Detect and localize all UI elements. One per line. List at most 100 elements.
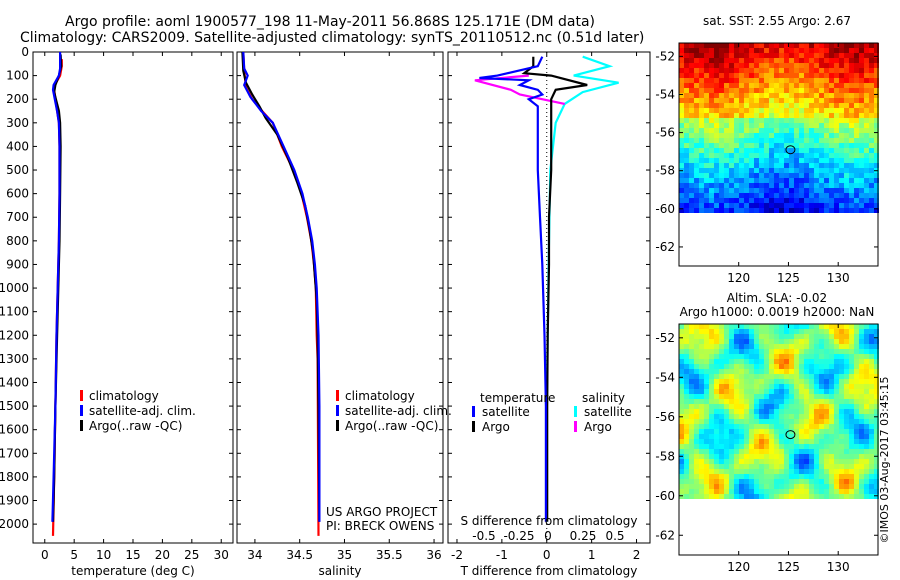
heatmap-cell bbox=[729, 414, 734, 419]
heatmap-cell bbox=[769, 489, 774, 494]
temperature-series-satelliteadjclim bbox=[51, 52, 62, 522]
heatmap-cell bbox=[829, 394, 834, 399]
heatmap-cell bbox=[859, 153, 864, 158]
heatmap-cell bbox=[719, 464, 724, 469]
heatmap-cell bbox=[819, 53, 824, 58]
heatmap-cell bbox=[699, 364, 704, 369]
heatmap-cell bbox=[749, 374, 754, 379]
heatmap-cell bbox=[769, 108, 774, 113]
heatmap-cell bbox=[794, 193, 799, 198]
heatmap-cell bbox=[779, 329, 784, 334]
heatmap-cell bbox=[749, 344, 754, 349]
heatmap-cell bbox=[769, 93, 774, 98]
heatmap-cell bbox=[689, 173, 694, 178]
heatmap-cell bbox=[859, 339, 864, 344]
heatmap-cell bbox=[854, 379, 859, 384]
heatmap-cell bbox=[864, 434, 869, 439]
heatmap-cell bbox=[679, 459, 684, 464]
heatmap-cell bbox=[809, 83, 814, 88]
heatmap-cell bbox=[839, 73, 844, 78]
heatmap-cell bbox=[689, 414, 694, 419]
heatmap-cell bbox=[679, 399, 684, 404]
heatmap-cell bbox=[749, 143, 754, 148]
heatmap-cell bbox=[759, 123, 764, 128]
heatmap-cell bbox=[759, 449, 764, 454]
heatmap-cell bbox=[734, 424, 739, 429]
heatmap-cell bbox=[834, 419, 839, 424]
heatmap-cell bbox=[839, 364, 844, 369]
heatmap-cell bbox=[719, 469, 724, 474]
heatmap-cell bbox=[809, 369, 814, 374]
heatmap-cell bbox=[839, 98, 844, 103]
heatmap-cell bbox=[684, 188, 689, 193]
heatmap-cell bbox=[764, 364, 769, 369]
heatmap-cell bbox=[819, 118, 824, 123]
heatmap-cell bbox=[744, 444, 749, 449]
heatmap-cell bbox=[844, 203, 849, 208]
heatmap-cell bbox=[779, 419, 784, 424]
heatmap-cell bbox=[844, 93, 849, 98]
heatmap-cell bbox=[749, 98, 754, 103]
heatmap-cell bbox=[874, 334, 879, 339]
heatmap-cell bbox=[814, 379, 819, 384]
diff-s-tick-label: 0.25 bbox=[570, 529, 597, 543]
heatmap-cell bbox=[694, 153, 699, 158]
heatmap-cell bbox=[729, 173, 734, 178]
heatmap-cell bbox=[859, 68, 864, 73]
heatmap-cell bbox=[699, 198, 704, 203]
heatmap-cell bbox=[774, 374, 779, 379]
heatmap-cell bbox=[794, 344, 799, 349]
heatmap-cell bbox=[774, 68, 779, 73]
heatmap-cell bbox=[724, 404, 729, 409]
heatmap-cell bbox=[694, 409, 699, 414]
heatmap-cell bbox=[704, 113, 709, 118]
heatmap-cell bbox=[869, 123, 874, 128]
heatmap-cell bbox=[799, 324, 804, 329]
heatmap-cell bbox=[864, 359, 869, 364]
heatmap-cell bbox=[684, 354, 689, 359]
heatmap-cell bbox=[774, 479, 779, 484]
heatmap-cell bbox=[814, 474, 819, 479]
heatmap-cell bbox=[809, 484, 814, 489]
heatmap-cell bbox=[819, 329, 824, 334]
heatmap-cell bbox=[729, 394, 734, 399]
heatmap-cell bbox=[704, 183, 709, 188]
heatmap-cell bbox=[734, 354, 739, 359]
heatmap-cell bbox=[754, 439, 759, 444]
depth-tick-label: 1200 bbox=[0, 328, 29, 342]
heatmap-cell bbox=[694, 379, 699, 384]
heatmap-cell bbox=[774, 379, 779, 384]
heatmap-cell bbox=[804, 153, 809, 158]
heatmap-cell bbox=[694, 148, 699, 153]
heatmap-cell bbox=[794, 78, 799, 83]
heatmap-cell bbox=[744, 344, 749, 349]
heatmap-cell bbox=[849, 208, 854, 213]
heatmap-cell bbox=[689, 163, 694, 168]
heatmap-cell bbox=[714, 354, 719, 359]
heatmap-cell bbox=[689, 158, 694, 163]
heatmap-cell bbox=[689, 364, 694, 369]
heatmap-cell bbox=[874, 494, 879, 499]
heatmap-cell bbox=[864, 188, 869, 193]
heatmap-cell bbox=[819, 138, 824, 143]
heatmap-cell bbox=[734, 444, 739, 449]
heatmap-cell bbox=[849, 43, 854, 48]
heatmap-cell bbox=[789, 153, 794, 158]
heatmap-cell bbox=[854, 359, 859, 364]
heatmap-cell bbox=[689, 379, 694, 384]
heatmap-cell bbox=[779, 68, 784, 73]
heatmap-cell bbox=[794, 349, 799, 354]
heatmap-cell bbox=[679, 484, 684, 489]
heatmap-cell bbox=[694, 374, 699, 379]
heatmap-cell bbox=[859, 138, 864, 143]
heatmap-cell bbox=[819, 173, 824, 178]
heatmap-cell bbox=[774, 63, 779, 68]
heatmap-cell bbox=[694, 158, 699, 163]
heatmap-cell bbox=[849, 389, 854, 394]
heatmap-cell bbox=[769, 429, 774, 434]
sst_map-frame bbox=[678, 42, 879, 267]
temperature-xtick-label: 15 bbox=[125, 548, 140, 562]
heatmap-cell bbox=[739, 329, 744, 334]
heatmap-cell bbox=[789, 178, 794, 183]
heatmap-cell bbox=[854, 404, 859, 409]
